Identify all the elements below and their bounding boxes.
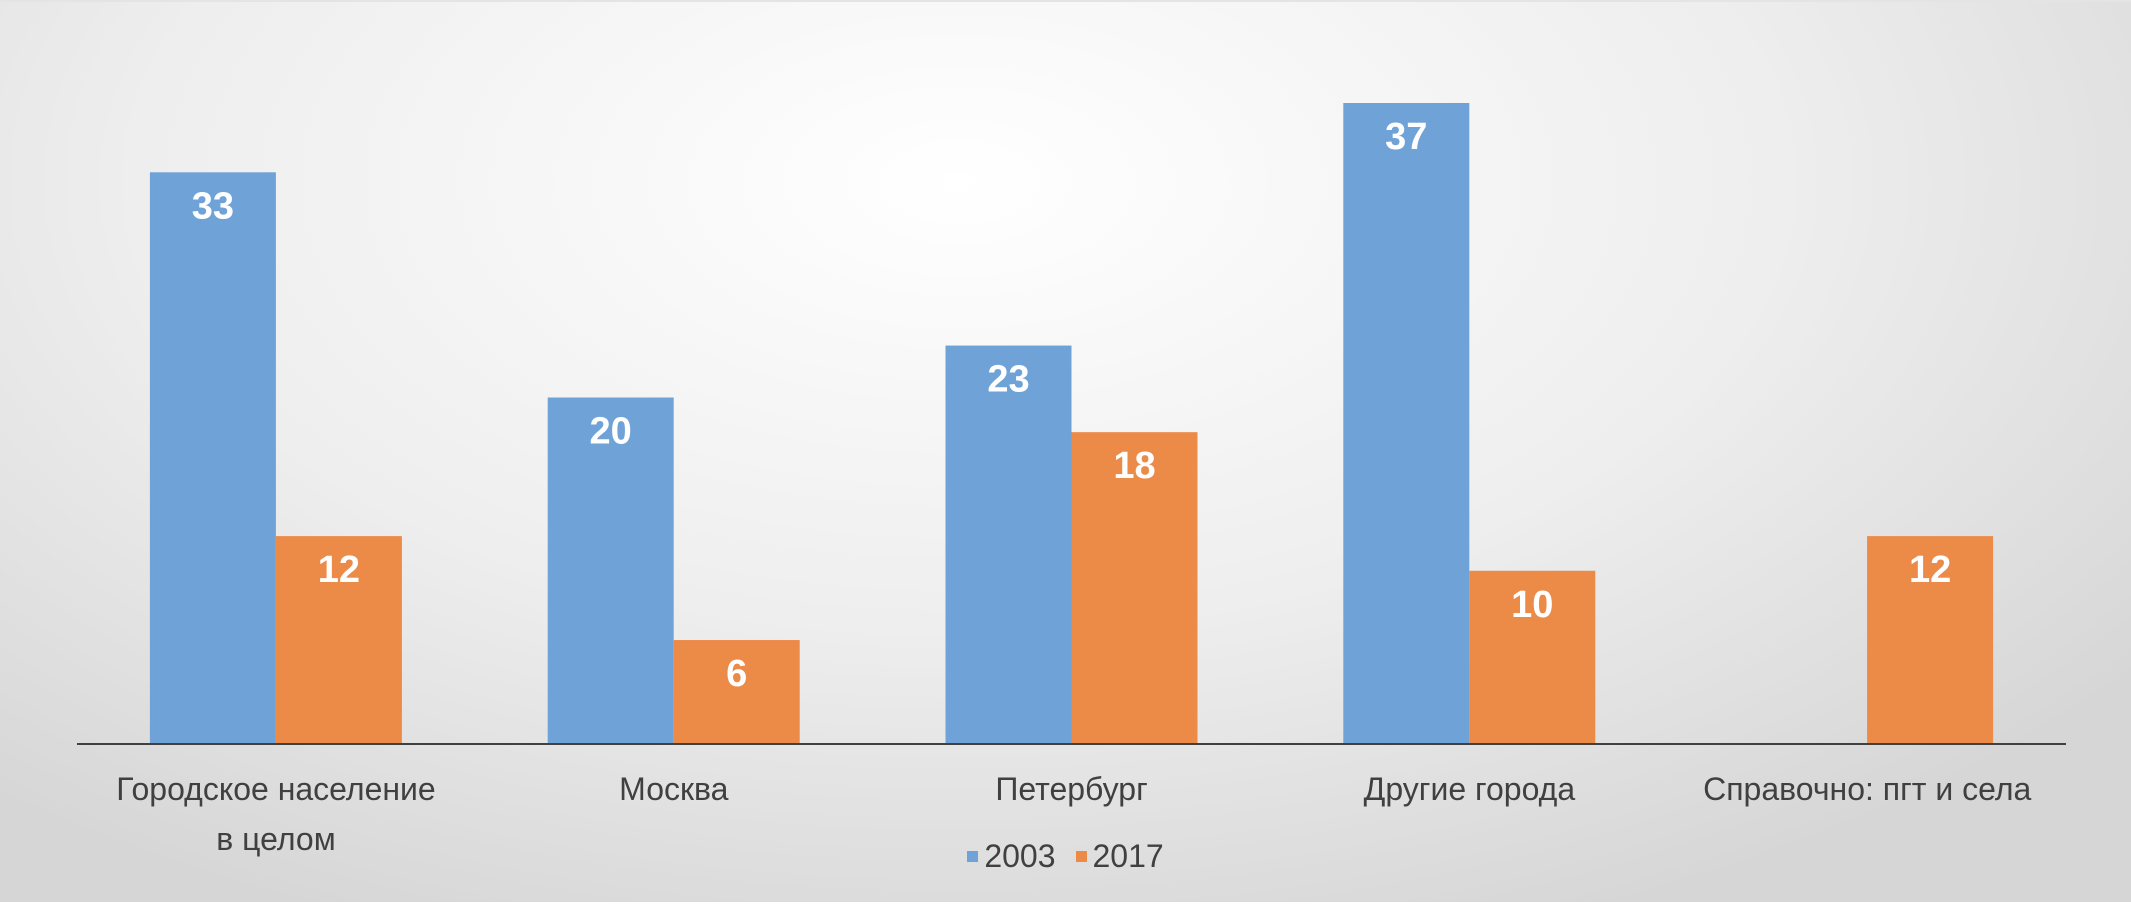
bar xyxy=(275,536,402,744)
x-tick-label: Другие города xyxy=(1363,771,1576,807)
data-label: 37 xyxy=(1385,116,1427,158)
data-label: 18 xyxy=(1113,445,1155,487)
data-label: 10 xyxy=(1511,584,1553,626)
legend: 2003 2017 xyxy=(0,838,2131,875)
legend-item: 2003 xyxy=(967,838,1056,875)
legend-item: 2017 xyxy=(1075,838,1164,875)
data-label: 23 xyxy=(987,359,1029,401)
x-tick-label: Городское население в целом xyxy=(116,771,436,857)
x-tick-label: Справочно: пгт и села xyxy=(1703,771,2032,807)
bar xyxy=(1071,432,1198,744)
bar xyxy=(1867,536,1994,744)
bar xyxy=(547,397,674,744)
data-label: 12 xyxy=(318,549,360,591)
data-label: 33 xyxy=(192,185,234,227)
bar xyxy=(673,640,800,744)
data-label: 20 xyxy=(590,411,632,453)
legend-label: 2003 xyxy=(984,838,1056,874)
legend-label: 2017 xyxy=(1092,838,1164,874)
x-tick-label: Москва xyxy=(619,771,729,807)
data-label: 6 xyxy=(726,653,747,695)
bar xyxy=(1469,570,1596,744)
bar xyxy=(945,345,1072,744)
bar xyxy=(1343,103,1470,744)
x-tick-label: Петербург xyxy=(995,771,1148,807)
legend-swatch xyxy=(1075,851,1087,862)
bar xyxy=(149,172,276,744)
data-label: 12 xyxy=(1909,549,1951,591)
legend-swatch xyxy=(967,851,979,862)
